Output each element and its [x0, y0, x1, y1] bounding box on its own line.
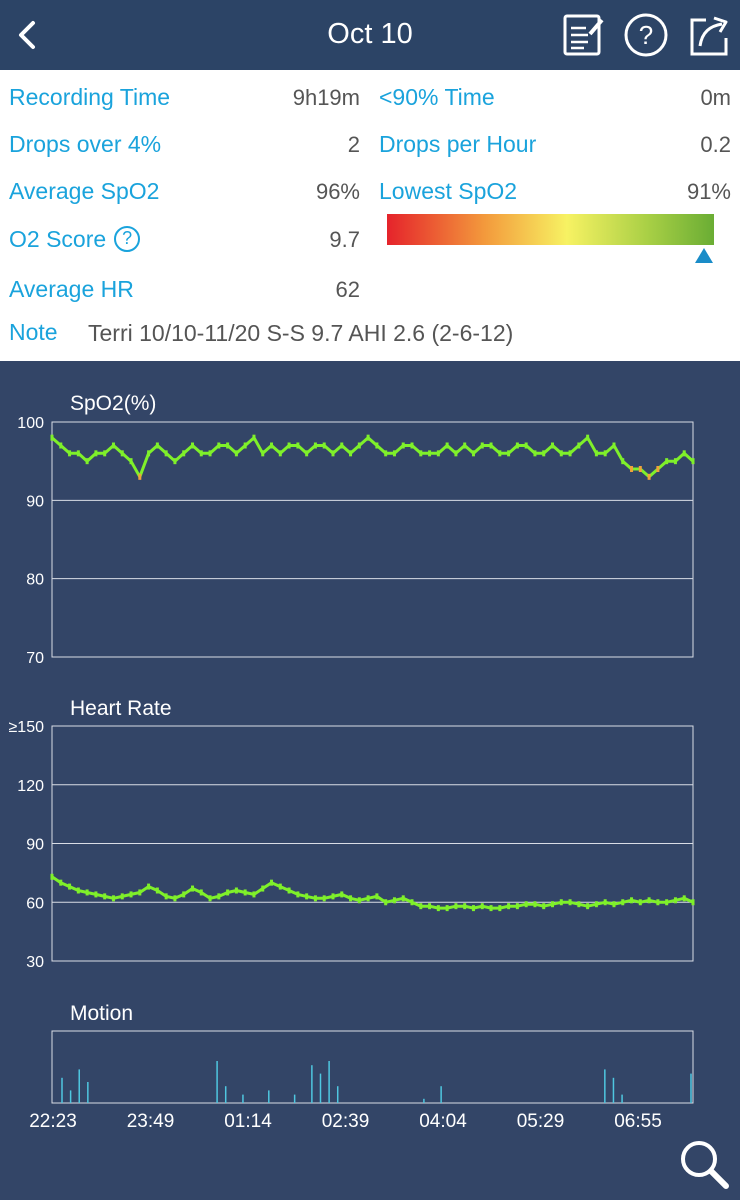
chart-title: Heart Rate — [70, 697, 172, 720]
help-icon: ? — [624, 13, 668, 57]
o2-score-value: 9.7 — [329, 227, 360, 252]
page-title: Oct 10 — [327, 18, 413, 50]
chart-frame — [51, 1030, 694, 1104]
x-tick-label: 06:55 — [614, 1111, 662, 1132]
average-spo2-value: 96% — [315, 179, 360, 204]
drops-over-value: 2 — [347, 132, 360, 157]
note-value[interactable]: Terri 10/10-11/20 S-S 9.7 AHI 2.6 (2-6-1… — [88, 320, 514, 346]
average-hr-label: Average HR — [9, 276, 134, 302]
share-icon — [690, 16, 728, 56]
drops-per-hour-value: 0.2 — [700, 132, 731, 157]
below90-time-label: <90% Time — [379, 84, 495, 110]
y-tick-label: 80 — [26, 572, 44, 589]
average-spo2-label: Average SpO2 — [9, 178, 160, 204]
lowest-spo2-value: 91% — [686, 179, 731, 204]
share-button[interactable] — [686, 12, 732, 58]
x-tick-label: 04:04 — [419, 1111, 467, 1132]
help-icon[interactable]: ? — [114, 225, 141, 252]
below90-time-value: 0m — [700, 85, 731, 110]
chart-frame — [51, 421, 694, 658]
spo2-series-line — [51, 436, 695, 479]
x-tick-label: 05:29 — [517, 1111, 565, 1132]
x-tick-label: 02:39 — [322, 1111, 370, 1132]
drops-over-label: Drops over 4% — [9, 131, 162, 157]
zoom-button[interactable] — [678, 1138, 730, 1190]
magnifier-icon — [681, 1141, 729, 1189]
note-label: Note — [9, 319, 58, 345]
y-tick-label: 90 — [26, 493, 44, 510]
o2-score-gauge — [387, 214, 714, 245]
y-tick-label: 70 — [26, 650, 44, 667]
charts-svg[interactable]: SpO2(%) 100 90 80 70 Heart Rate ≥150 120 90 60 30 M… — [0, 361, 740, 1200]
recording-time-value: 9h19m — [292, 85, 360, 110]
back-button[interactable] — [10, 15, 44, 55]
y-tick-label: ≥150 — [9, 719, 45, 736]
chevron-left-icon — [19, 21, 35, 49]
y-tick-label: 100 — [17, 415, 44, 432]
stats-panel: Recording Time 9h19m <90% Time 0m Drops … — [0, 70, 740, 361]
recording-time-label: Recording Time — [9, 84, 171, 110]
lowest-spo2-label: Lowest SpO2 — [379, 178, 518, 204]
edit-note-icon — [563, 14, 604, 56]
score-marker-icon — [695, 248, 714, 263]
x-tick-label: 22:23 — [29, 1111, 77, 1132]
drops-per-hour-label: Drops per Hour — [379, 131, 537, 157]
average-hr-value: 62 — [335, 277, 360, 302]
y-tick-label: 30 — [26, 954, 44, 971]
top-bar: Oct 10 ? — [0, 0, 740, 70]
y-tick-label: 120 — [17, 778, 44, 795]
o2-score-row: O2 Score? — [9, 225, 141, 254]
o2-score-label: O2 Score — [9, 226, 107, 252]
y-tick-label: 60 — [26, 895, 44, 912]
x-tick-label: 23:49 — [127, 1111, 175, 1132]
chart-title: Motion — [70, 1002, 133, 1025]
charts-panel — [0, 361, 740, 1200]
svg-text:?: ? — [639, 20, 653, 50]
edit-note-button[interactable] — [560, 12, 606, 58]
chart-title: SpO2(%) — [70, 392, 156, 415]
x-tick-label: 01:14 — [224, 1111, 272, 1132]
help-button[interactable]: ? — [623, 12, 669, 58]
y-tick-label: 90 — [26, 837, 44, 854]
